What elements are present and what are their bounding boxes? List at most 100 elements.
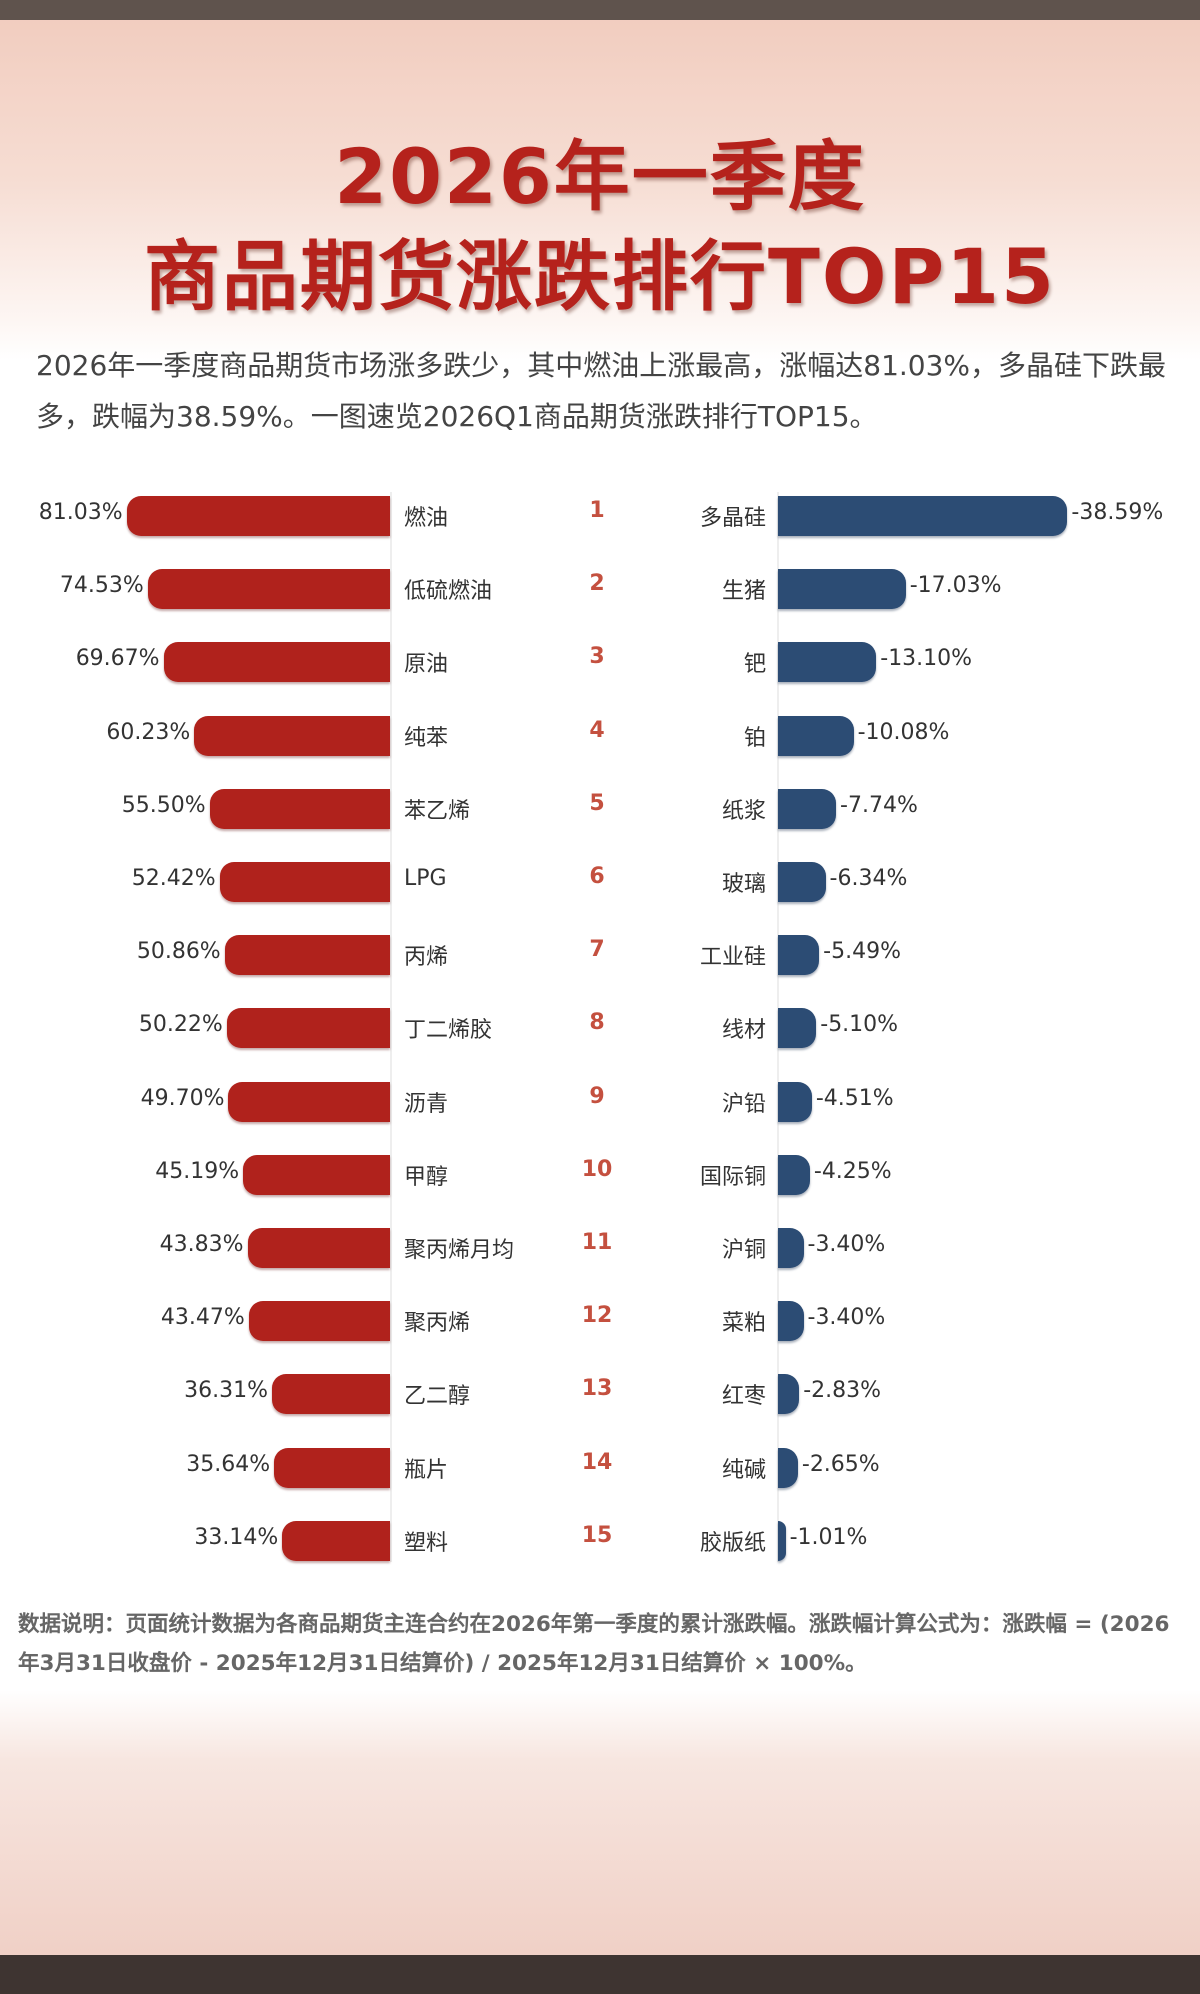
gain-commodity-name: 乙二醇 bbox=[404, 1384, 471, 1410]
gain-bar bbox=[274, 1447, 390, 1488]
gain-bar bbox=[163, 642, 390, 683]
gain-bar bbox=[219, 862, 390, 902]
loss-bar bbox=[778, 1447, 798, 1488]
chart-row: 49.70% 沥青 9 沪铅 -4.51% bbox=[0, 1066, 1200, 1140]
chart-row: 43.47% 聚丙烯 12 菜粕 -3.40% bbox=[0, 1285, 1200, 1359]
loss-bar bbox=[778, 715, 854, 756]
loss-bar bbox=[778, 1154, 810, 1195]
gain-commodity-name: 原油 bbox=[404, 652, 449, 678]
loss-commodity-name: 纯碱 bbox=[721, 1457, 766, 1483]
gain-commodity-name: 纯苯 bbox=[404, 725, 449, 751]
loss-value-label: -2.65% bbox=[801, 1451, 880, 1477]
loss-value-label: -6.34% bbox=[829, 866, 908, 891]
rank-number: 11 bbox=[581, 1230, 613, 1255]
chart-row: 55.50% 苯乙烯 5 纸浆 -7.74% bbox=[0, 773, 1200, 847]
loss-commodity-name: 国际铜 bbox=[699, 1164, 766, 1190]
left-axis bbox=[390, 492, 392, 1562]
loss-value-label: -1.01% bbox=[789, 1524, 868, 1550]
rank-number: 8 bbox=[589, 1010, 605, 1036]
loss-commodity-name: 钯 bbox=[743, 652, 766, 678]
loss-commodity-name: 线材 bbox=[721, 1018, 766, 1044]
gain-bar bbox=[226, 1008, 390, 1049]
loss-bar bbox=[778, 1081, 812, 1122]
loss-bar bbox=[778, 1008, 817, 1049]
chart-row: 35.64% 瓶片 14 纯碱 -2.65% bbox=[0, 1432, 1200, 1506]
loss-commodity-name: 铂 bbox=[743, 725, 766, 751]
rank-number: 12 bbox=[581, 1303, 613, 1329]
gain-commodity-name: 低硫燃油 bbox=[404, 579, 493, 605]
loss-value-label: -10.08% bbox=[857, 719, 950, 745]
gain-commodity-name: 塑料 bbox=[404, 1530, 449, 1556]
gain-value-label: 45.19% bbox=[155, 1158, 240, 1184]
gain-bar bbox=[126, 496, 390, 536]
gain-commodity-name: 沥青 bbox=[404, 1091, 449, 1117]
gain-commodity-name: 燃油 bbox=[404, 506, 449, 531]
loss-value-label: -4.51% bbox=[815, 1085, 894, 1111]
gain-value-label: 81.03% bbox=[38, 500, 123, 525]
loss-value-label: -13.10% bbox=[880, 646, 973, 672]
loss-commodity-name: 沪铅 bbox=[721, 1091, 766, 1117]
gain-value-label: 50.22% bbox=[138, 1012, 223, 1038]
bottom-bar bbox=[0, 1955, 1200, 1994]
gain-commodity-name: 丁二烯胶 bbox=[404, 1018, 493, 1044]
gain-bar bbox=[224, 935, 390, 976]
loss-value-label: -5.10% bbox=[820, 1012, 899, 1038]
gain-commodity-name: 丙烯 bbox=[404, 945, 449, 971]
gain-value-label: 69.67% bbox=[75, 646, 160, 672]
loss-bar bbox=[778, 788, 837, 829]
loss-bar bbox=[778, 862, 826, 902]
loss-commodity-name: 多晶硅 bbox=[699, 506, 766, 531]
loss-bar bbox=[778, 1520, 786, 1561]
gain-bar bbox=[271, 1374, 390, 1415]
gain-bar bbox=[228, 1081, 390, 1122]
rank-number: 7 bbox=[589, 937, 605, 963]
chart-row: 50.22% 丁二烯胶 8 线材 -5.10% bbox=[0, 992, 1200, 1066]
loss-commodity-name: 胶版纸 bbox=[699, 1530, 766, 1556]
rank-number: 9 bbox=[589, 1083, 605, 1109]
chart-row: 43.83% 聚丙烯月均 11 沪铜 -3.40% bbox=[0, 1212, 1200, 1286]
chart-row: 45.19% 甲醇 10 国际铜 -4.25% bbox=[0, 1139, 1200, 1213]
loss-commodity-name: 沪铜 bbox=[721, 1238, 766, 1263]
loss-bar bbox=[778, 569, 906, 610]
loss-value-label: -3.40% bbox=[807, 1305, 886, 1331]
gain-commodity-name: LPG bbox=[404, 866, 447, 891]
gain-bar bbox=[248, 1301, 390, 1342]
chart-row: 52.42% LPG 6 玻璃 -6.34% bbox=[0, 846, 1200, 920]
loss-commodity-name: 菜粕 bbox=[721, 1311, 766, 1337]
gain-bar bbox=[147, 569, 390, 610]
gain-commodity-name: 瓶片 bbox=[404, 1457, 449, 1483]
gain-value-label: 36.31% bbox=[184, 1378, 268, 1404]
chart-row: 60.23% 纯苯 4 铂 -10.08% bbox=[0, 700, 1200, 774]
gain-value-label: 52.42% bbox=[131, 866, 216, 891]
title-line-1: 2026年一季度 bbox=[334, 132, 866, 221]
chart-row: 33.14% 塑料 15 胶版纸 -1.01% bbox=[0, 1505, 1200, 1579]
loss-commodity-name: 工业硅 bbox=[699, 945, 766, 971]
loss-value-label: -2.83% bbox=[803, 1378, 882, 1404]
rank-number: 10 bbox=[581, 1156, 613, 1182]
chart-row: 74.53% 低硫燃油 2 生猪 -17.03% bbox=[0, 553, 1200, 627]
gain-value-label: 35.64% bbox=[186, 1451, 271, 1477]
intro-text: 2026年一季度商品期货市场涨多跌少，其中燃油上涨最高，涨幅达81.03%，多晶… bbox=[36, 349, 1167, 433]
gain-value-label: 55.50% bbox=[121, 792, 206, 818]
chart-row: 50.86% 丙烯 7 工业硅 -5.49% bbox=[0, 919, 1200, 993]
loss-value-label: -17.03% bbox=[909, 573, 1002, 599]
rank-number: 13 bbox=[581, 1376, 613, 1402]
loss-bar bbox=[778, 496, 1068, 536]
gain-bar bbox=[209, 788, 390, 829]
data-note: 数据说明：页面统计数据为各商品期货主连合约在2026年第一季度的累计涨跌幅。涨跌… bbox=[18, 1612, 1170, 1676]
loss-bar bbox=[778, 1228, 804, 1268]
loss-bar bbox=[778, 1374, 800, 1415]
gain-value-label: 43.47% bbox=[160, 1305, 245, 1331]
rank-number: 5 bbox=[589, 790, 605, 816]
rank-number: 14 bbox=[581, 1449, 613, 1475]
gain-commodity-name: 苯乙烯 bbox=[404, 798, 471, 824]
loss-commodity-name: 红枣 bbox=[721, 1384, 766, 1410]
gain-bar bbox=[194, 715, 390, 756]
rank-number: 3 bbox=[589, 644, 605, 670]
loss-bar bbox=[778, 935, 820, 976]
rank-number: 1 bbox=[589, 498, 605, 523]
gain-bar bbox=[243, 1154, 390, 1195]
loss-value-label: -38.59% bbox=[1071, 500, 1164, 525]
gain-value-label: 60.23% bbox=[106, 719, 191, 745]
gain-value-label: 74.53% bbox=[59, 573, 144, 599]
